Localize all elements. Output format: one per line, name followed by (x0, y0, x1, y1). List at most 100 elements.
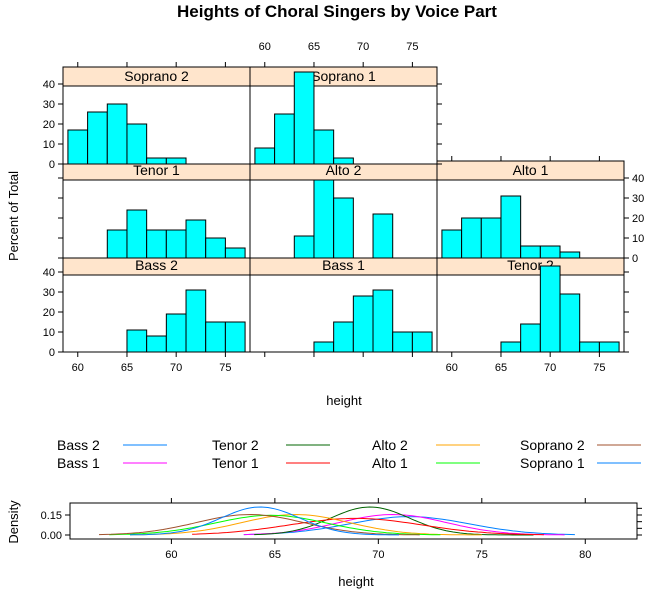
histogram-bar (165, 157, 187, 165)
legend-item-bass-1: Bass 1 (57, 455, 167, 471)
histogram-bar (411, 331, 433, 353)
histogram-bar (274, 113, 295, 165)
density-y-axis-label: Density (6, 500, 21, 544)
x-tick-label: 70 (170, 362, 182, 374)
legend-label: Alto 2 (372, 437, 408, 453)
legend-item-alto-1: Alto 1 (372, 455, 480, 471)
y-tick-label: 10 (43, 327, 55, 339)
histogram-bar (205, 321, 226, 353)
panel-strip-label: Bass 1 (322, 257, 365, 273)
histogram-x-axis-label: height (326, 393, 362, 408)
x-tick-label: 65 (121, 362, 133, 374)
histogram-bar (598, 341, 620, 353)
density-curve-tenor-2 (254, 506, 534, 536)
density-curve-alto-2 (130, 513, 482, 536)
y-tick-label: 30 (632, 193, 644, 205)
y-tick-label: 0.15 (41, 510, 62, 522)
histogram-y-axis-label: Percent of Total (6, 171, 21, 261)
histogram-bar (224, 321, 246, 353)
x-tick-label: 60 (259, 41, 271, 53)
histogram-bar (165, 229, 187, 259)
y-tick-label: 40 (43, 267, 55, 279)
histogram-bar (185, 289, 207, 353)
y-tick-label: 10 (43, 139, 55, 151)
y-tick-label: 10 (632, 233, 644, 245)
legend-label: Tenor 1 (212, 455, 259, 471)
histogram-bar (67, 129, 89, 165)
y-tick-label: 0 (632, 253, 638, 265)
panel-strip-label: Bass 2 (135, 257, 178, 273)
histogram-bar (372, 289, 394, 353)
x-tick-label: 60 (72, 362, 84, 374)
panel-alto-1: Alto 1 0 10 20 30 40 (436, 156, 644, 265)
histogram-bar (579, 341, 600, 353)
histogram-bar (313, 129, 335, 165)
histogram-bar (559, 251, 581, 259)
x-tick-label: 70 (372, 549, 384, 561)
histogram-bar (539, 265, 561, 353)
histogram-bar (224, 247, 246, 259)
panel-alto-2: Alto 2 (249, 160, 438, 259)
density-curve-alto-1 (109, 514, 441, 536)
histogram-bar (520, 323, 541, 353)
x-tick-label: 75 (219, 362, 231, 374)
histogram-bar (539, 245, 561, 259)
x-tick-label: 75 (593, 362, 605, 374)
histogram-bar (185, 219, 207, 259)
density-plot: 60 65 70 75 80 0.00 0.15 (41, 498, 642, 561)
histogram-bar (146, 229, 167, 259)
histogram-bar (205, 237, 226, 259)
histogram-bar (392, 331, 413, 353)
histogram-bar (126, 329, 148, 353)
y-tick-label: 30 (43, 99, 55, 111)
histogram-bar (441, 229, 463, 259)
panel-strip (436, 160, 625, 181)
x-tick-label: 70 (357, 41, 369, 53)
histogram-bar (87, 111, 108, 165)
histogram-bar (480, 217, 502, 259)
y-tick-label: 20 (43, 119, 55, 131)
histogram-bar (146, 335, 167, 353)
histogram-bar (500, 195, 522, 259)
x-tick-label: 65 (308, 41, 320, 53)
legend-item-tenor-2: Tenor 2 (212, 437, 330, 453)
legend-label: Bass 2 (57, 437, 100, 453)
density-curve-tenor-1 (192, 517, 544, 536)
legend: Bass 2 Bass 1 Tenor 2 Tenor 1 Alto 2 Alto 1 So… (57, 437, 641, 471)
x-tick-label: 75 (406, 41, 418, 53)
panel-tenor-1: Tenor 1 (58, 160, 251, 259)
panel-strip-label: Soprano 1 (311, 68, 376, 84)
chart-title: Heights of Choral Singers by Voice Part (177, 2, 497, 21)
legend-item-alto-2: Alto 2 (372, 437, 480, 453)
histogram-bar (313, 341, 335, 353)
legend-item-tenor-1: Tenor 1 (212, 455, 330, 471)
histogram-bar (461, 217, 482, 259)
panel-bass-1: Bass 1 (249, 254, 438, 357)
legend-item-soprano-1: Soprano 1 (520, 455, 641, 471)
histogram-bar (126, 123, 148, 165)
y-tick-label: 20 (43, 307, 55, 319)
legend-label: Tenor 2 (212, 437, 259, 453)
x-tick-label: 65 (269, 549, 281, 561)
x-tick-label: 60 (446, 362, 458, 374)
panel-strip-label: Tenor 1 (133, 162, 180, 178)
legend-label: Alto 1 (372, 455, 408, 471)
density-x-axis-label: height (338, 574, 374, 589)
legend-label: Soprano 2 (520, 437, 585, 453)
y-tick-label: 0 (49, 347, 55, 359)
legend-item-soprano-2: Soprano 2 (520, 437, 641, 453)
x-tick-label: 65 (495, 362, 507, 374)
x-tick-label: 60 (165, 549, 177, 561)
y-tick-label: 40 (632, 173, 644, 185)
density-curve-bass-1 (243, 513, 565, 536)
histogram-bar (500, 341, 522, 353)
density-curve-bass-2 (243, 516, 575, 536)
y-tick-label: 30 (43, 287, 55, 299)
panel-soprano-2: Soprano 2 0 10 20 30 40 (43, 62, 251, 171)
histogram-bar (254, 147, 276, 165)
histogram-bar (559, 293, 581, 353)
y-tick-label: 0 (49, 159, 55, 171)
histogram-bar (333, 157, 354, 165)
